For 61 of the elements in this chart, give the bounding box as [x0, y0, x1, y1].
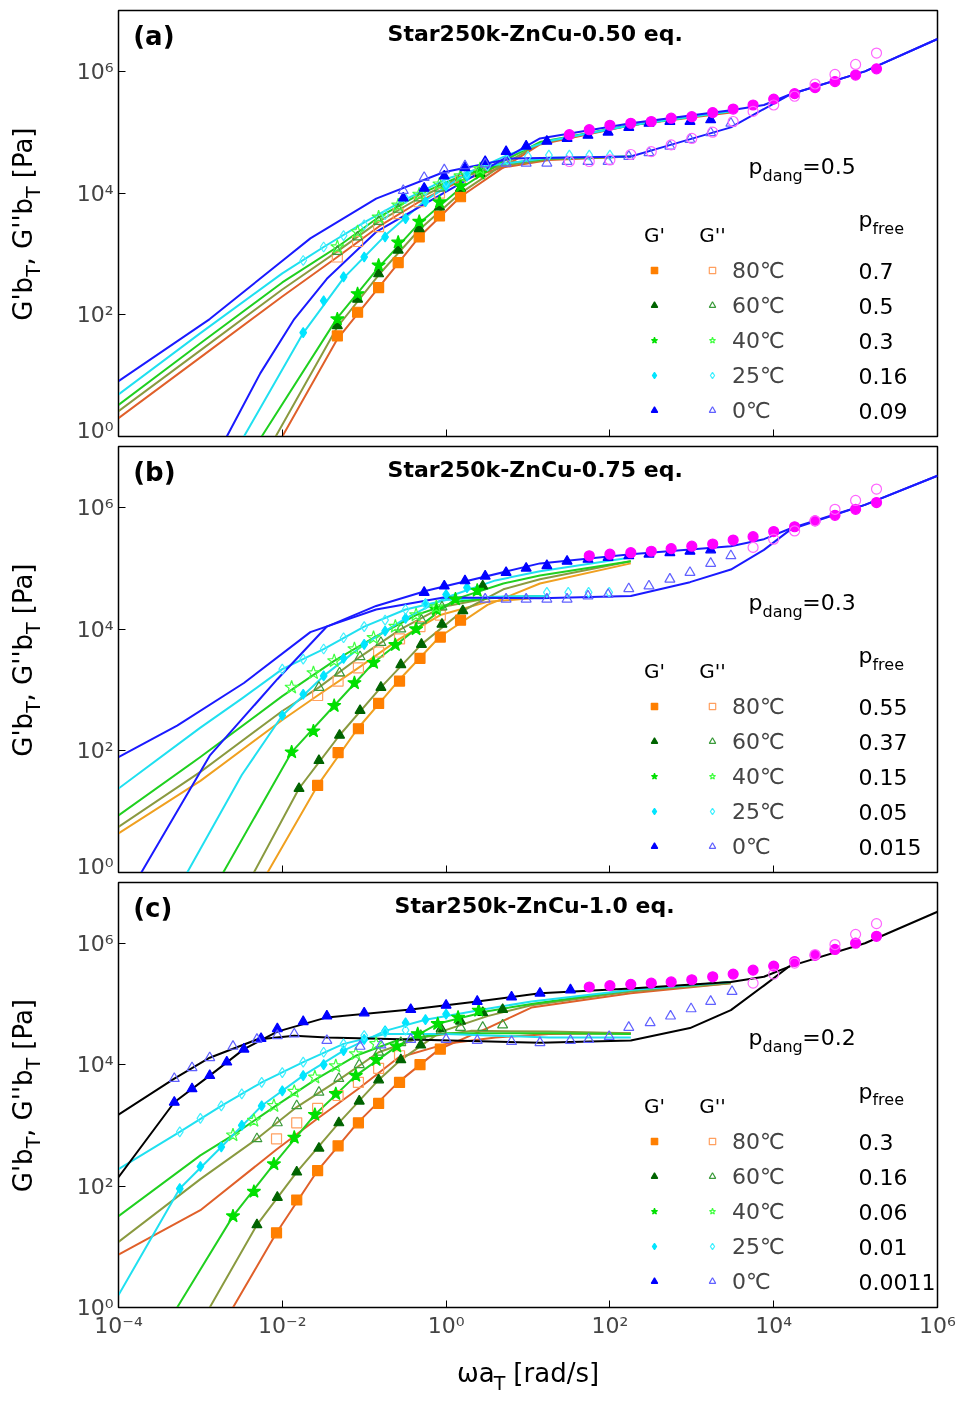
legend-label: 80℃	[732, 693, 785, 719]
annotation: 0.7	[858, 258, 894, 284]
y-tick-label: 10⁴	[76, 1052, 114, 1078]
annotation: (a)	[133, 21, 175, 52]
annotation: G'	[644, 222, 665, 247]
legend-label: 25℃	[732, 362, 785, 388]
legend-label: 60℃	[732, 1163, 785, 1189]
legend-label: 60℃	[732, 292, 785, 318]
y-tick-label: 10⁶	[76, 494, 114, 520]
y-tick-label: 10⁶	[76, 58, 114, 84]
annotation: G''	[699, 658, 726, 683]
y-tick-label: 10⁶	[76, 930, 114, 956]
legend-label: 40℃	[732, 1198, 785, 1224]
x-tick-label: 10⁰	[427, 1312, 465, 1338]
annotation: G''	[699, 222, 726, 247]
legend-label: 0℃	[732, 833, 771, 859]
annotation: G'	[644, 658, 665, 683]
annotation: 0.06	[858, 1199, 908, 1225]
y-axis-title: G'bT, G''bT [Pa]	[8, 127, 45, 321]
x-tick-label: 10²	[591, 1312, 629, 1338]
annotation: 0.3	[858, 328, 894, 354]
annotation: 0.09	[858, 398, 908, 424]
annotation: 0.15	[858, 764, 908, 790]
annotation: 0.05	[858, 799, 908, 825]
annotation: (b)	[133, 457, 176, 488]
x-tick-label: 10⁴	[755, 1312, 793, 1338]
y-tick-label: 10⁰	[76, 417, 114, 443]
annotation: 0.0011	[858, 1269, 936, 1295]
y-tick-label: 10⁴	[76, 616, 114, 642]
y-axis-title: G'bT, G''bT [Pa]	[8, 563, 45, 757]
legend-label: 80℃	[732, 257, 785, 283]
x-tick-label: 10⁻²	[258, 1312, 307, 1338]
y-tick-label: 10²	[76, 302, 114, 328]
x-tick-label: 10⁶	[919, 1312, 957, 1338]
annotation: G''	[699, 1093, 726, 1118]
legend-label: 40℃	[732, 327, 785, 353]
text: Star250k-ZnCu-0.75 eq.	[387, 457, 683, 483]
y-tick-label: 10²	[76, 738, 114, 764]
annotation: 0.3	[858, 1129, 894, 1155]
annotation: (c)	[133, 893, 173, 924]
text: Star250k-ZnCu-1.0 eq.	[394, 893, 675, 919]
text: Star250k-ZnCu-0.50 eq.	[387, 21, 683, 47]
annotation: 0.16	[858, 363, 908, 389]
legend-label: 0℃	[732, 397, 771, 423]
annotation: 0.5	[858, 293, 894, 319]
annotation: 0.015	[858, 834, 922, 860]
annotation: 0.01	[858, 1234, 908, 1260]
y-tick-label: 10⁰	[76, 853, 114, 879]
y-axis-title: G'bT, G''bT [Pa]	[8, 998, 45, 1193]
legend-label: 25℃	[732, 798, 785, 824]
y-tick-label: 10²	[76, 1173, 114, 1199]
annotation: 0.16	[858, 1164, 908, 1190]
legend-label: 80℃	[732, 1128, 785, 1154]
annotation: G'	[644, 1093, 665, 1118]
y-tick-label: 10⁴	[76, 180, 114, 206]
annotation: 0.55	[858, 694, 908, 720]
legend-label: 0℃	[732, 1268, 771, 1294]
legend-label: 25℃	[732, 1233, 785, 1259]
legend-label: 60℃	[732, 728, 785, 754]
annotation: 0.37	[858, 729, 908, 755]
legend-label: 40℃	[732, 763, 785, 789]
